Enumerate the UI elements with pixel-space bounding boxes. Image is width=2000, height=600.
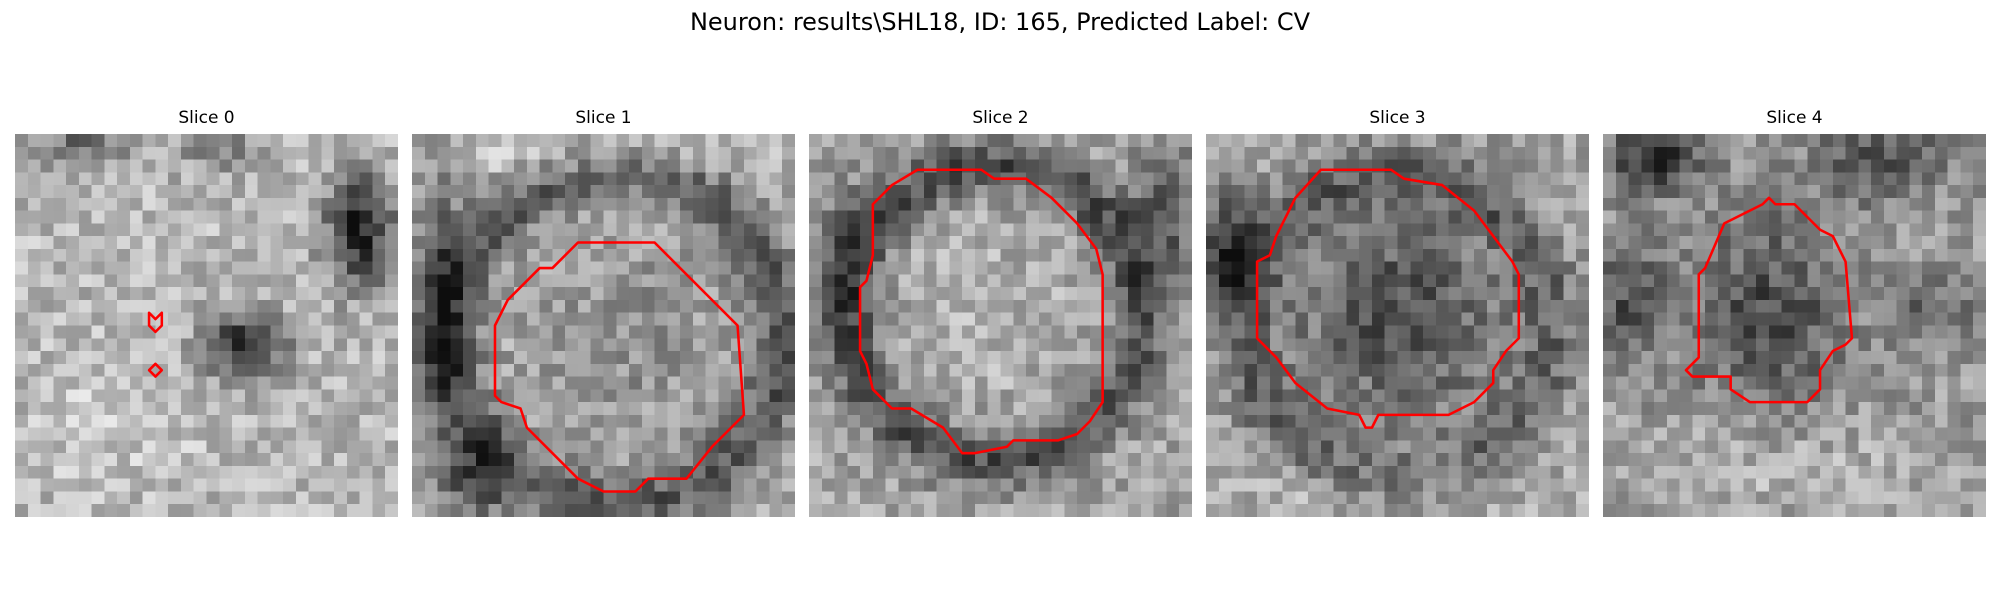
- slice-image-0: [15, 134, 398, 517]
- segmentation-contour: [493, 241, 746, 493]
- slice-title-3: Slice 3: [1369, 108, 1426, 128]
- slice-pixels: [1603, 134, 1986, 517]
- figure-title: Neuron: results\SHL18, ID: 165, Predicte…: [689, 8, 1311, 36]
- slice-panel-1: Slice 1: [412, 107, 795, 517]
- slice-image-1: [412, 134, 795, 517]
- segmentation-contour: [1255, 168, 1521, 429]
- slice-image-4: [1603, 134, 1986, 517]
- segmentation-contour: [1684, 196, 1854, 404]
- segmentation-contour: [147, 311, 164, 334]
- slice-panel-3: Slice 3: [1206, 107, 1589, 517]
- slice-title-4: Slice 4: [1766, 108, 1823, 128]
- slice-pixels: [412, 134, 795, 517]
- slice-title-1: Slice 1: [575, 108, 632, 128]
- slice-panel-2: Slice 2: [809, 107, 1192, 517]
- segmentation-contour: [147, 362, 164, 378]
- slice-title-2: Slice 2: [972, 108, 1029, 128]
- slice-panel-4: Slice 4: [1603, 107, 1986, 517]
- segmentation-contour: [858, 168, 1104, 455]
- slice-pixels: [809, 134, 1192, 517]
- slice-image-2: [809, 134, 1192, 517]
- slice-panel-0: Slice 0: [15, 107, 398, 517]
- slice-title-0: Slice 0: [178, 108, 235, 128]
- slice-image-3: [1206, 134, 1589, 517]
- slice-pixels: [1206, 134, 1589, 517]
- slice-pixels: [15, 134, 398, 517]
